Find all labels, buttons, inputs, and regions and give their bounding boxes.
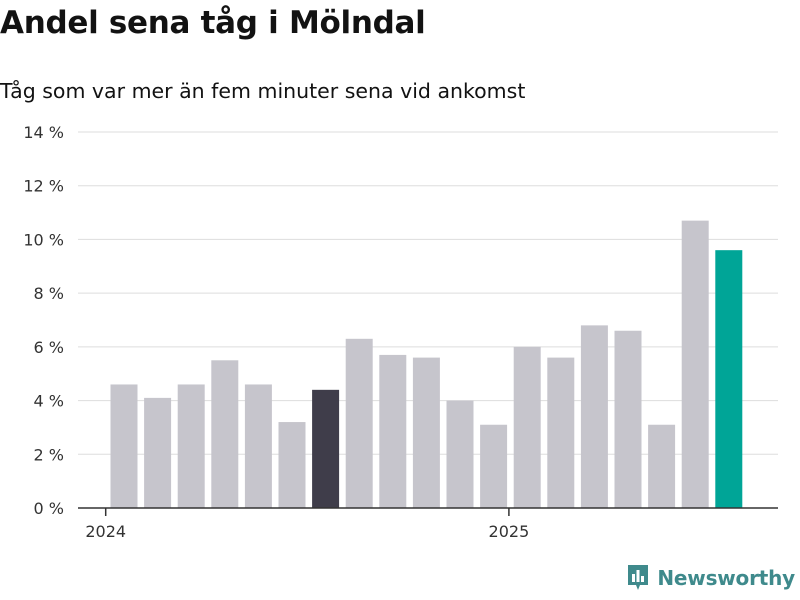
y-tick-label: 8 % (34, 284, 64, 303)
bar (144, 397, 172, 508)
y-tick-label: 2 % (34, 445, 64, 464)
bar (110, 384, 138, 508)
bar (278, 422, 306, 508)
bar (614, 330, 642, 508)
bar (648, 424, 676, 508)
bar (177, 384, 205, 508)
tick-labels: 0 % 2 % 4 % 6 % 8 % 10 % 12 % 14 % 2024 2025 (23, 123, 529, 541)
y-tick-label: 10 % (23, 230, 64, 249)
bar (412, 357, 440, 508)
x-tick-label: 2025 (489, 522, 530, 541)
chart-title: Andel sena tåg i Mölndal (0, 5, 426, 41)
bar (480, 424, 508, 508)
newsworthy-logo-icon (628, 565, 649, 590)
x-tick-label: 2024 (85, 522, 126, 541)
bar (312, 389, 340, 508)
bar (446, 400, 474, 508)
axes (78, 507, 778, 516)
bar (513, 346, 541, 508)
y-tick-label: 4 % (34, 392, 64, 411)
bar (715, 250, 743, 508)
chart-subtitle: Tåg som var mer än fem minuter sena vid … (0, 79, 526, 103)
y-tick-label: 0 % (34, 499, 64, 518)
brand-name: Newsworthy (657, 566, 795, 590)
y-tick-label: 12 % (23, 177, 64, 196)
bar (244, 384, 272, 508)
y-tick-label: 6 % (34, 338, 64, 357)
bar (681, 220, 709, 508)
bar (379, 354, 407, 508)
bar (345, 338, 373, 508)
brand-logo: Newsworthy (626, 563, 795, 593)
bar (547, 357, 575, 508)
bar (211, 360, 239, 508)
bars (110, 220, 743, 508)
y-tick-label: 14 % (23, 123, 64, 142)
bar (580, 325, 608, 508)
